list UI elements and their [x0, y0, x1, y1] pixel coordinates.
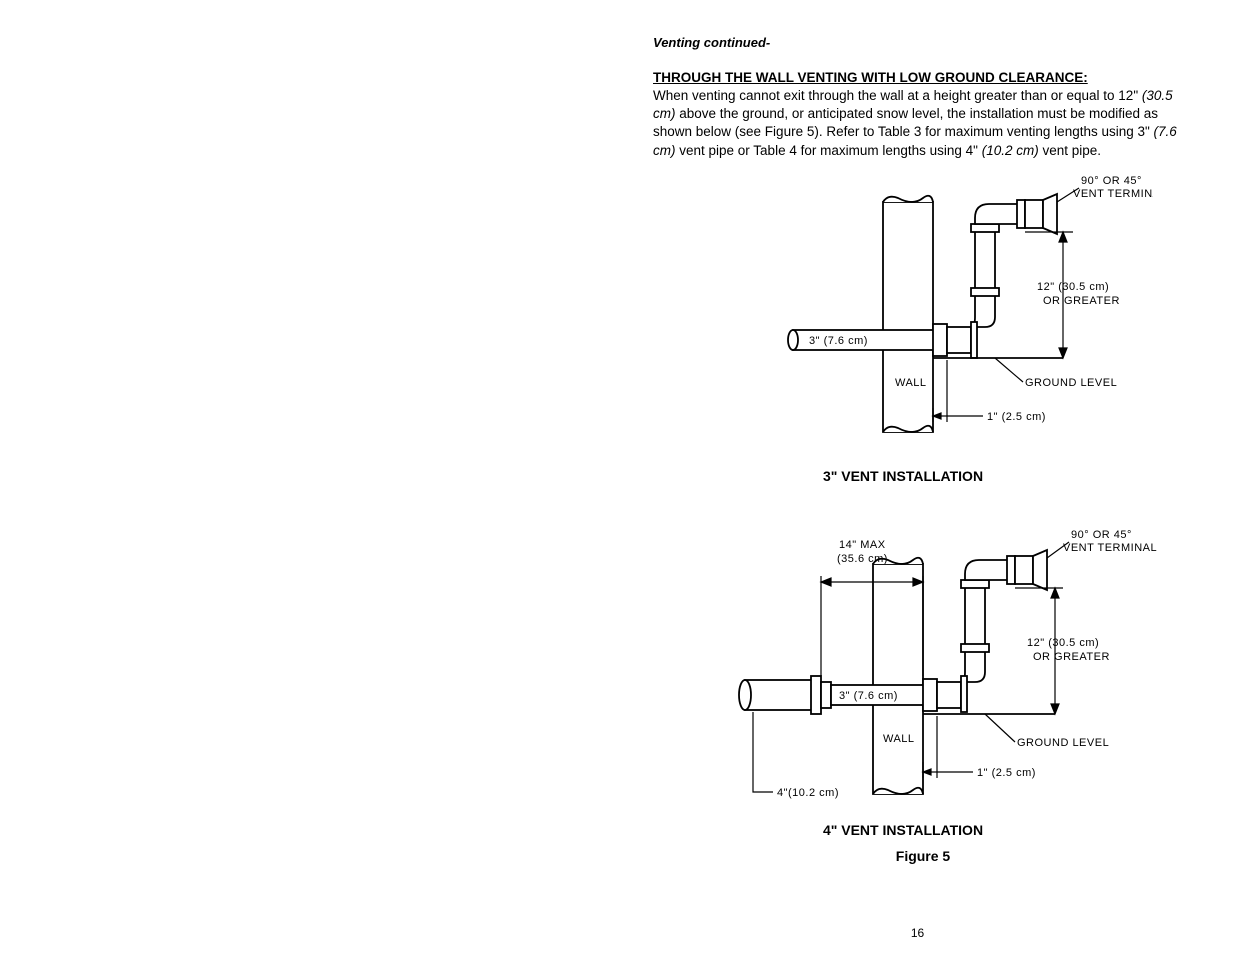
lbl4-term-2: VENT TERMINAL — [1063, 542, 1157, 554]
lbl4-max-2: (35.6 cm) — [837, 553, 888, 565]
lbl-clearance-1: 12" (30.5 cm) — [1037, 281, 1109, 293]
lbl-terminal-1: 90° OR 45° — [1081, 175, 1142, 187]
caption-4in: 4" VENT INSTALLATION — [613, 822, 1193, 838]
figure-label: Figure 5 — [653, 848, 1193, 864]
lbl-gap: 1" (2.5 cm) — [987, 411, 1046, 423]
lbl-clearance-2: OR GREATER — [1043, 295, 1120, 307]
lbl4-clear-2: OR GREATER — [1033, 651, 1110, 663]
lbl4-pipe4: 4"(10.2 cm) — [777, 787, 839, 799]
lbl-terminal-2: VENT TERMINAL — [1073, 188, 1153, 200]
lbl-ground: GROUND LEVEL — [1025, 377, 1117, 389]
lbl-wall: WALL — [895, 377, 927, 389]
diagram-4in: 14" MAX (35.6 cm) 90° OR 45° VENT TERMIN… — [683, 516, 1163, 816]
body-part-3: vent pipe or Table 4 for maximum lengths… — [676, 143, 982, 158]
caption-3in: 3" VENT INSTALLATION — [613, 468, 1193, 484]
lbl4-gap: 1" (2.5 cm) — [977, 767, 1036, 779]
page-number-value: 16 — [911, 926, 924, 940]
body-paragraph: When venting cannot exit through the wal… — [653, 87, 1193, 160]
lbl4-max-1: 14" MAX — [839, 539, 886, 551]
diagram-3in: 90° OR 45° VENT TERMINAL 12" (30.5 cm) O… — [733, 172, 1153, 462]
lbl4-clear-1: 12" (30.5 cm) — [1027, 637, 1099, 649]
section-heading: THROUGH THE WALL VENTING WITH LOW GROUND… — [653, 70, 1193, 85]
page-number: 16 — [0, 926, 1235, 940]
lbl-pipe3: 3" (7.6 cm) — [809, 335, 868, 347]
lbl4-wall: WALL — [883, 733, 915, 745]
body-part-2: above the ground, or anticipated snow le… — [653, 106, 1158, 139]
body-italic-102: (10.2 cm) — [982, 143, 1039, 158]
figure-3in: 90° OR 45° VENT TERMINAL 12" (30.5 cm) O… — [693, 172, 1193, 462]
lbl4-ground: GROUND LEVEL — [1017, 737, 1109, 749]
content-column: Venting continued- THROUGH THE WALL VENT… — [653, 35, 1193, 864]
page-root: Venting continued- THROUGH THE WALL VENT… — [0, 0, 1235, 954]
section-continued: Venting continued- — [653, 35, 1193, 50]
lbl4-term-1: 90° OR 45° — [1071, 529, 1132, 541]
lbl4-pipe3: 3" (7.6 cm) — [839, 690, 898, 702]
body-part-1: When venting cannot exit through the wal… — [653, 88, 1142, 103]
body-part-4: vent pipe. — [1039, 143, 1101, 158]
figure-4in: 14" MAX (35.6 cm) 90° OR 45° VENT TERMIN… — [653, 516, 1193, 816]
